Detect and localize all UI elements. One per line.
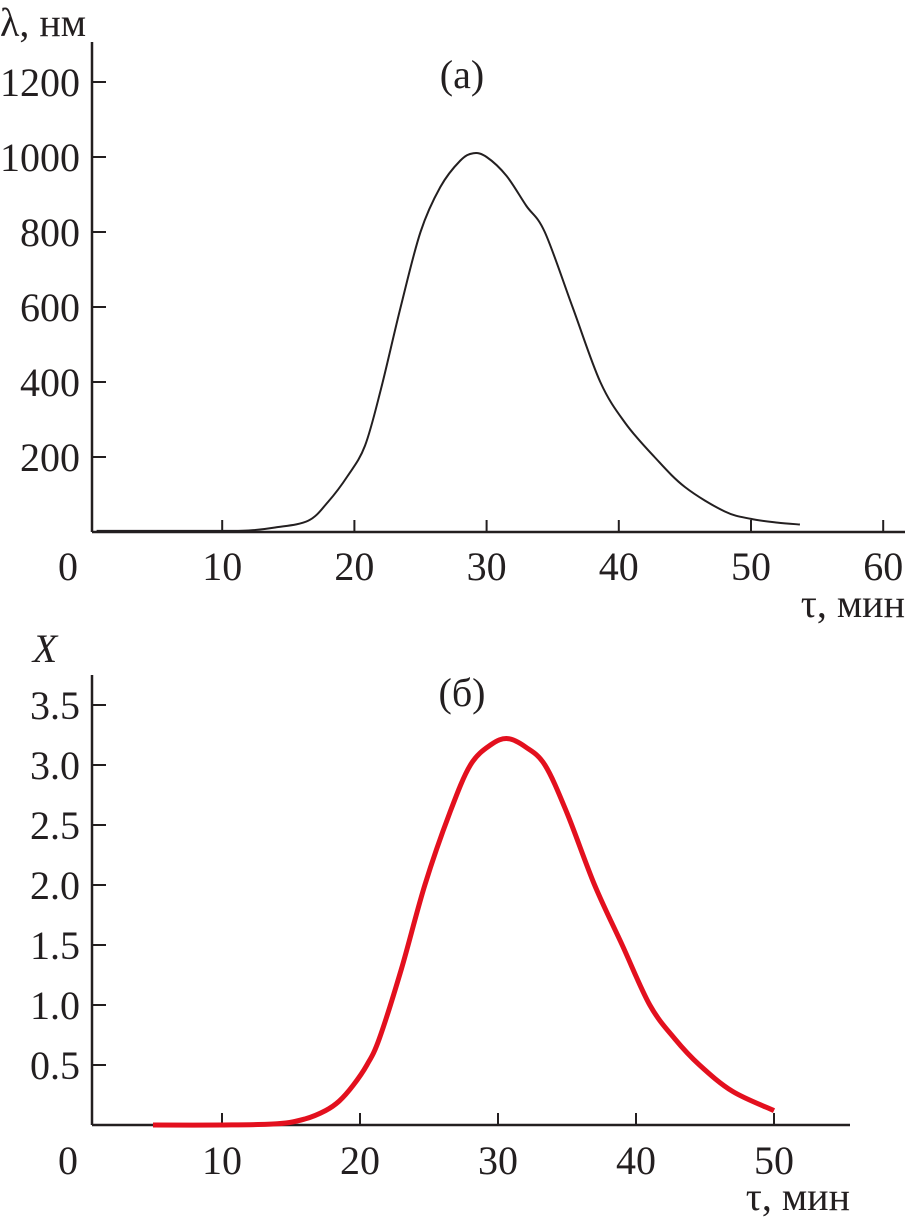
panel-label-b: (б)	[439, 670, 486, 715]
data-line-b	[152, 736, 776, 1128]
x-tick-label-b: 0	[58, 1138, 78, 1183]
x-tick-label-a: 50	[731, 544, 771, 589]
y-tick-label-a: 1000	[0, 135, 80, 180]
x-tick-label-a: 60	[863, 544, 903, 589]
x-tick-label-a: 30	[467, 544, 507, 589]
y-axis-title-b: X	[31, 626, 59, 671]
y-tick-label-b: 3.0	[30, 743, 80, 788]
y-tick-label-b: 2.5	[30, 803, 80, 848]
x-tick-label-a: 10	[202, 544, 242, 589]
x-tick-label-b: 40	[616, 1138, 656, 1183]
x-axis-title-a: τ, мин	[801, 581, 905, 626]
y-tick-label-b: 2.0	[30, 863, 80, 908]
x-tick-label-a: 0	[58, 544, 78, 589]
y-tick-label-a: 200	[20, 435, 80, 480]
x-tick-label-a: 40	[599, 544, 639, 589]
y-tick-label-b: 0.5	[30, 1043, 80, 1088]
y-tick-label-b: 1.5	[30, 923, 80, 968]
y-tick-label-a: 600	[20, 285, 80, 330]
x-tick-label-b: 10	[202, 1138, 242, 1183]
x-tick-label-a: 20	[334, 544, 374, 589]
y-tick-label-a: 400	[20, 360, 80, 405]
x-tick-label-b: 50	[754, 1138, 794, 1183]
panel-label-a: (а)	[440, 52, 484, 97]
y-tick-label-a: 800	[20, 210, 80, 255]
y-tick-label-b: 3.5	[30, 683, 80, 728]
y-axis-title-a: λ, нм	[0, 0, 86, 45]
data-line-a	[96, 152, 800, 532]
y-tick-label-a: 1200	[0, 60, 80, 105]
y-tick-label-b: 1.0	[30, 983, 80, 1028]
x-axis-title-b: τ, мин	[746, 1174, 850, 1219]
x-tick-label-b: 30	[478, 1138, 518, 1183]
x-tick-label-b: 20	[340, 1138, 380, 1183]
